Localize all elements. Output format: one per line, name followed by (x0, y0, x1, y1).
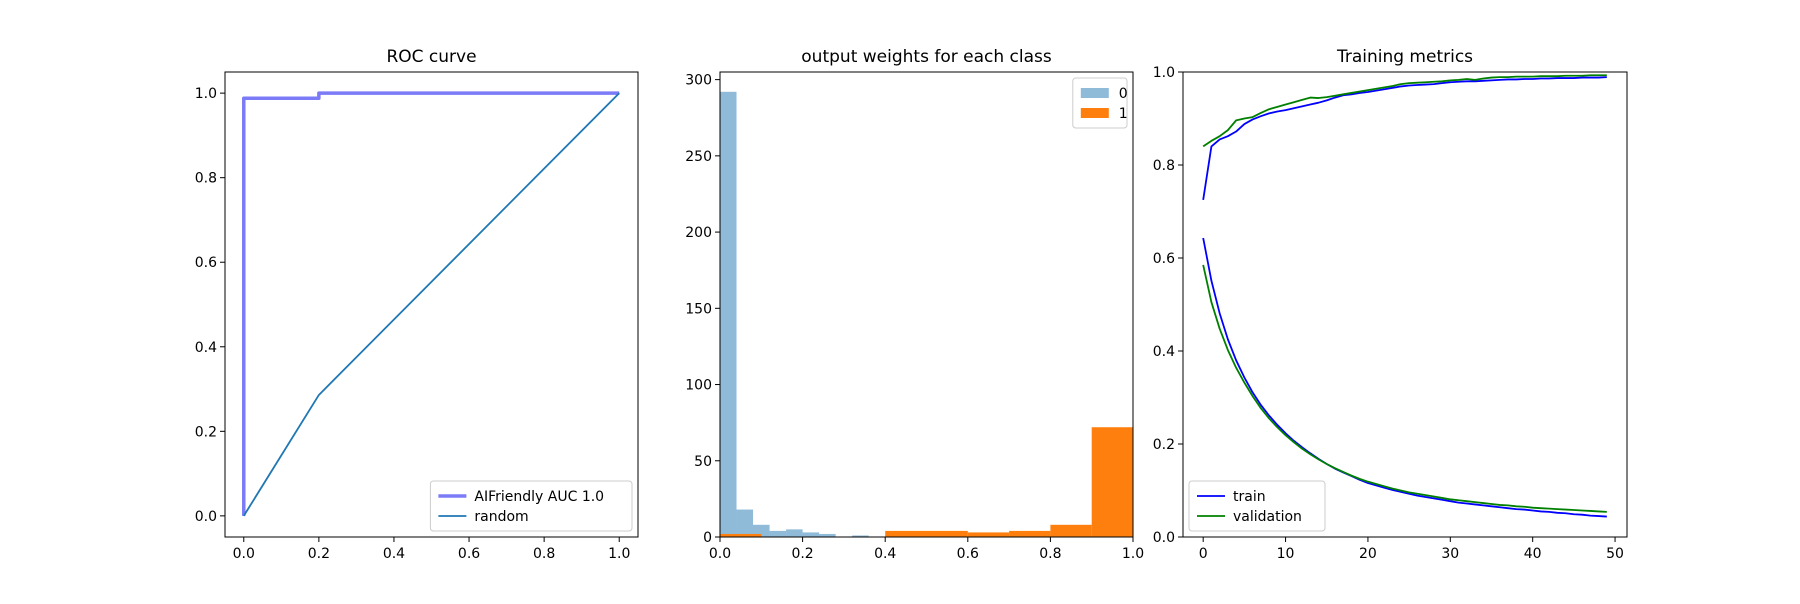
x-tick-label: 0.2 (791, 546, 813, 562)
x-tick-label: 0.8 (533, 546, 555, 562)
histogram-bar-class-0 (852, 535, 869, 537)
histogram-bar-class-0 (769, 530, 787, 537)
histogram-bar-class-1 (885, 530, 927, 537)
legend-box (1188, 480, 1326, 532)
y-tick-label: 50 (694, 454, 712, 470)
chart-title: output weights for each class (801, 47, 1052, 67)
x-tick-label: 0.6 (458, 546, 480, 562)
legend-swatch (1080, 108, 1109, 118)
legend-label: random (474, 509, 528, 525)
series-line-train (1202, 237, 1607, 518)
series-line-aifriendly-auc-1-0 (242, 91, 620, 516)
histogram-bar-class-1 (720, 533, 762, 537)
y-tick-label: 0.2 (1153, 437, 1175, 453)
legend-label: train (1233, 489, 1266, 505)
histogram-bar-class-1 (1050, 524, 1092, 537)
histogram-bar-class-1 (967, 532, 1010, 537)
x-tick-label: 0.0 (709, 546, 731, 562)
x-tick-label: 0.4 (383, 546, 405, 562)
x-tick-label: 0.8 (1039, 546, 1061, 562)
x-tick-label: 0 (1199, 546, 1208, 562)
x-tick-label: 1.0 (1122, 546, 1144, 562)
y-tick-label: 200 (685, 225, 712, 241)
plot-area (720, 91, 1133, 537)
chart-panel-1: 0.0 0.2 0.4 0.6 0.8 1.0 0.0 0.2 0.4 0.6 0.8 1.0 ROC … (195, 47, 639, 562)
series-line-validation (1202, 74, 1607, 148)
x-tick-label: 0.2 (308, 546, 330, 562)
x-tick-label: 50 (1606, 546, 1624, 562)
legend: AIFriendly AUC 1.0 random (429, 480, 633, 532)
x-tick-label: 0.4 (874, 546, 896, 562)
legend-swatch (1080, 88, 1109, 98)
legend-box (429, 480, 633, 532)
chart-title: ROC curve (386, 47, 476, 67)
series-line-train (1202, 76, 1607, 201)
y-tick-label: 0.4 (1153, 344, 1175, 360)
histogram-bar-class-0 (802, 532, 820, 537)
histogram-bar-class-0 (819, 533, 836, 537)
y-tick-label: 0.0 (195, 509, 217, 525)
x-tick-label: 0.6 (957, 546, 979, 562)
histogram-bar-class-1 (1091, 427, 1133, 537)
histogram-bar-class-0 (720, 91, 737, 537)
y-tick-label: 0.8 (195, 171, 217, 187)
y-tick-label: 0.4 (195, 340, 217, 356)
y-tick-label: 0.0 (1153, 530, 1175, 546)
x-tick-label: 10 (1277, 546, 1295, 562)
y-tick-label: 150 (685, 301, 712, 317)
axes-frame (719, 71, 1134, 538)
legend-label: 1 (1119, 106, 1128, 122)
chart-panel-3: 0 10 20 30 40 50 0.0 0.2 0.4 0.6 0.8 1.0 Training me… (1153, 47, 1628, 562)
legend-label: AIFriendly AUC 1.0 (474, 489, 604, 505)
legend-label: validation (1233, 509, 1302, 525)
histogram-bar-class-1 (1009, 530, 1051, 537)
legend: 01 (1072, 77, 1128, 129)
legend: train validation (1188, 480, 1326, 532)
axes-frame (1182, 71, 1628, 538)
y-tick-label: 0.6 (195, 255, 217, 271)
legend-label: 0 (1119, 86, 1128, 102)
y-tick-label: 300 (685, 73, 712, 89)
y-tick-label: 1.0 (195, 86, 217, 102)
axes-frame (224, 71, 639, 538)
series-line-validation (1202, 264, 1607, 513)
y-tick-label: 0.6 (1153, 251, 1175, 267)
x-tick-label: 30 (1441, 546, 1459, 562)
plot-area (1202, 74, 1607, 518)
histogram-bar-class-0 (786, 529, 803, 537)
y-tick-label: 0.8 (1153, 158, 1175, 174)
y-tick-label: 250 (685, 149, 712, 165)
y-tick-label: 0.2 (195, 424, 217, 440)
histogram-bar-class-1 (926, 530, 968, 537)
x-tick-label: 1.0 (608, 546, 630, 562)
chart-title: Training metrics (1336, 47, 1473, 67)
y-tick-label: 100 (685, 378, 712, 394)
y-tick-label: 0 (703, 530, 712, 546)
y-tick-label: 1.0 (1153, 65, 1175, 81)
plot-area (242, 91, 620, 517)
histogram-bar-class-0 (736, 509, 754, 537)
x-tick-label: 40 (1524, 546, 1542, 562)
x-tick-label: 20 (1359, 546, 1377, 562)
series-line-random (243, 92, 620, 517)
x-tick-label: 0.0 (233, 546, 255, 562)
chart-panel-2: 0.0 0.2 0.4 0.6 0.8 1.0 0 50 100 150 200 250 300 outp… (685, 47, 1144, 562)
